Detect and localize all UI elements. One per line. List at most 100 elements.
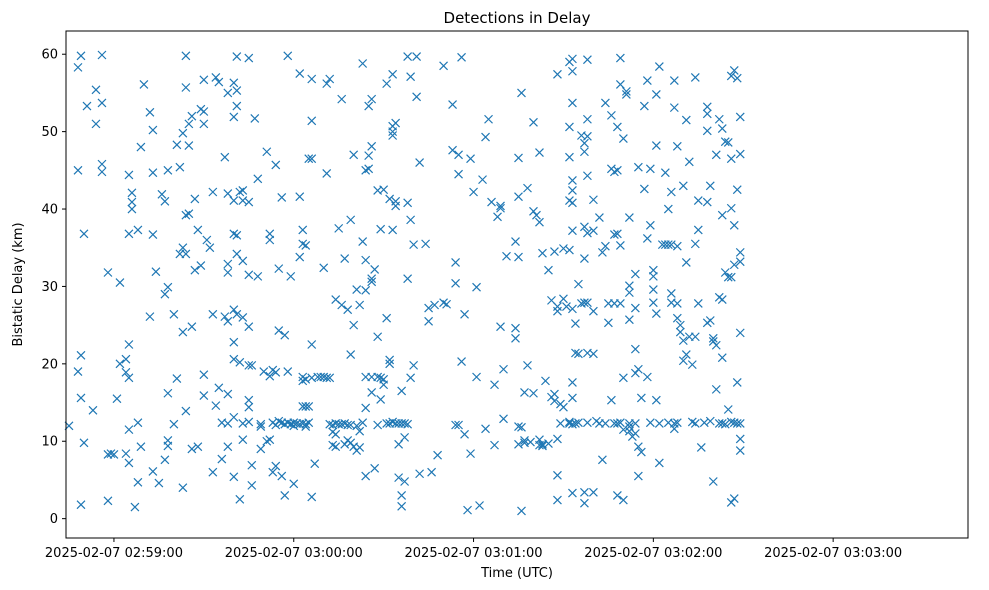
data-point bbox=[490, 380, 499, 390]
data-point bbox=[187, 111, 197, 121]
data-point bbox=[376, 395, 386, 404]
data-point bbox=[538, 248, 547, 258]
data-point bbox=[580, 138, 589, 148]
data-point bbox=[511, 237, 520, 246]
data-point bbox=[720, 268, 730, 277]
data-point bbox=[151, 267, 161, 277]
data-point bbox=[612, 165, 622, 175]
data-point bbox=[675, 327, 685, 337]
data-point bbox=[588, 226, 598, 236]
data-point bbox=[723, 272, 733, 282]
data-point bbox=[385, 355, 395, 365]
data-point bbox=[385, 359, 395, 369]
data-point bbox=[678, 356, 688, 366]
data-point bbox=[109, 449, 119, 459]
data-point bbox=[732, 73, 742, 83]
data-point bbox=[238, 186, 248, 195]
data-point bbox=[648, 285, 658, 294]
data-point bbox=[337, 94, 347, 104]
data-point bbox=[181, 406, 191, 416]
data-point bbox=[403, 419, 413, 429]
data-point bbox=[235, 494, 245, 504]
data-point bbox=[199, 107, 209, 116]
data-point bbox=[520, 436, 529, 445]
data-point bbox=[172, 374, 182, 383]
data-point bbox=[544, 439, 553, 448]
data-point bbox=[229, 196, 239, 205]
data-point bbox=[124, 425, 134, 435]
data-point bbox=[217, 454, 227, 464]
data-point bbox=[382, 419, 392, 428]
data-point bbox=[349, 150, 359, 160]
data-point bbox=[361, 471, 371, 481]
data-point bbox=[256, 422, 266, 431]
data-point bbox=[457, 357, 466, 366]
data-point bbox=[502, 251, 511, 261]
data-point bbox=[717, 353, 727, 363]
data-point bbox=[373, 332, 383, 342]
data-point bbox=[355, 443, 365, 452]
x-tick-label: 2025-02-07 03:01:00 bbox=[405, 546, 543, 561]
data-point bbox=[301, 374, 311, 384]
data-point bbox=[139, 79, 149, 89]
data-point bbox=[666, 187, 676, 197]
data-point bbox=[624, 281, 634, 291]
data-point bbox=[717, 124, 727, 133]
data-point bbox=[124, 458, 134, 468]
data-point bbox=[639, 101, 649, 111]
data-point bbox=[238, 256, 248, 266]
data-point bbox=[630, 368, 640, 378]
data-point bbox=[735, 434, 745, 444]
data-point bbox=[726, 417, 736, 427]
data-point bbox=[621, 90, 631, 99]
data-point bbox=[735, 149, 745, 159]
data-point bbox=[463, 505, 472, 515]
data-point bbox=[199, 119, 209, 129]
data-point bbox=[726, 272, 736, 282]
data-point bbox=[352, 421, 362, 431]
data-point bbox=[514, 422, 523, 431]
data-point bbox=[681, 258, 691, 267]
data-point bbox=[340, 254, 350, 263]
y-tick-label: 60 bbox=[41, 48, 58, 63]
data-point bbox=[220, 152, 230, 162]
data-point bbox=[145, 312, 155, 322]
data-point bbox=[307, 340, 317, 349]
data-point bbox=[370, 463, 380, 473]
data-point bbox=[223, 189, 233, 198]
data-point bbox=[651, 395, 661, 405]
data-point bbox=[511, 323, 520, 333]
data-point bbox=[253, 271, 263, 281]
data-point bbox=[271, 420, 281, 430]
data-point bbox=[553, 495, 562, 505]
data-point bbox=[307, 154, 317, 164]
data-point bbox=[187, 444, 197, 454]
data-point bbox=[403, 52, 413, 61]
data-point bbox=[568, 66, 577, 76]
data-point bbox=[367, 274, 377, 284]
data-point bbox=[612, 491, 622, 500]
data-point bbox=[723, 138, 733, 147]
data-point bbox=[582, 298, 592, 308]
data-point bbox=[544, 265, 553, 275]
data-point bbox=[651, 90, 661, 99]
data-point bbox=[735, 257, 745, 267]
data-point bbox=[571, 348, 580, 358]
data-point bbox=[211, 73, 221, 82]
data-point bbox=[559, 402, 568, 412]
data-point bbox=[163, 165, 173, 175]
data-point bbox=[82, 101, 92, 111]
data-point bbox=[553, 434, 562, 444]
data-point bbox=[232, 52, 242, 61]
data-point bbox=[172, 140, 182, 150]
data-point bbox=[603, 318, 613, 328]
data-point bbox=[394, 439, 404, 449]
data-point bbox=[193, 442, 203, 452]
data-point bbox=[247, 480, 257, 490]
data-point bbox=[406, 373, 416, 383]
data-point bbox=[289, 479, 299, 489]
data-point bbox=[121, 449, 131, 459]
data-point bbox=[208, 187, 218, 197]
data-point bbox=[490, 440, 499, 450]
